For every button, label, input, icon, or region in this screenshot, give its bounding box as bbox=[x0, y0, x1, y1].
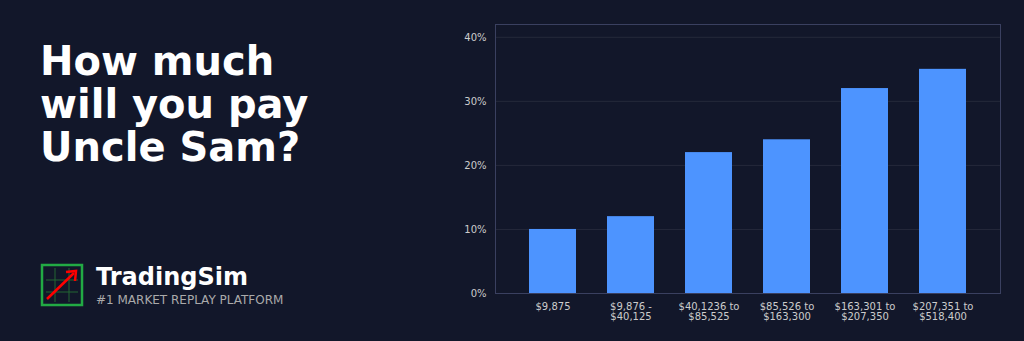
html-text:How much: How much bbox=[40, 38, 275, 84]
svg-text:$9,875: $9,875 bbox=[536, 301, 571, 312]
html-text:TradingSim: TradingSim bbox=[96, 263, 248, 291]
svg-text:$163,301 to$207,350: $163,301 to$207,350 bbox=[835, 301, 896, 322]
svg-text:0%: 0% bbox=[471, 288, 487, 299]
html-text:Uncle Sam?: Uncle Sam? bbox=[40, 124, 301, 171]
svg-text:40%: 40% bbox=[464, 32, 486, 43]
svg-text:$207,351 to$518,400: $207,351 to$518,400 bbox=[913, 301, 974, 322]
svg-text:$9,876 -$40,125: $9,876 -$40,125 bbox=[610, 301, 652, 322]
html-text:will you pay: will you pay bbox=[40, 81, 309, 128]
html-text:#1 MARKET REPLAY PLATFORM: #1 MARKET REPLAY PLATFORM bbox=[96, 293, 284, 307]
svg-text:30%: 30% bbox=[464, 96, 486, 107]
svg-text:10%: 10% bbox=[464, 224, 486, 235]
svg-text:$85,526 to$163,300: $85,526 to$163,300 bbox=[760, 301, 815, 322]
svg-text:20%: 20% bbox=[464, 160, 486, 171]
svg-text:$40,1236 to$85,525: $40,1236 to$85,525 bbox=[679, 301, 740, 322]
